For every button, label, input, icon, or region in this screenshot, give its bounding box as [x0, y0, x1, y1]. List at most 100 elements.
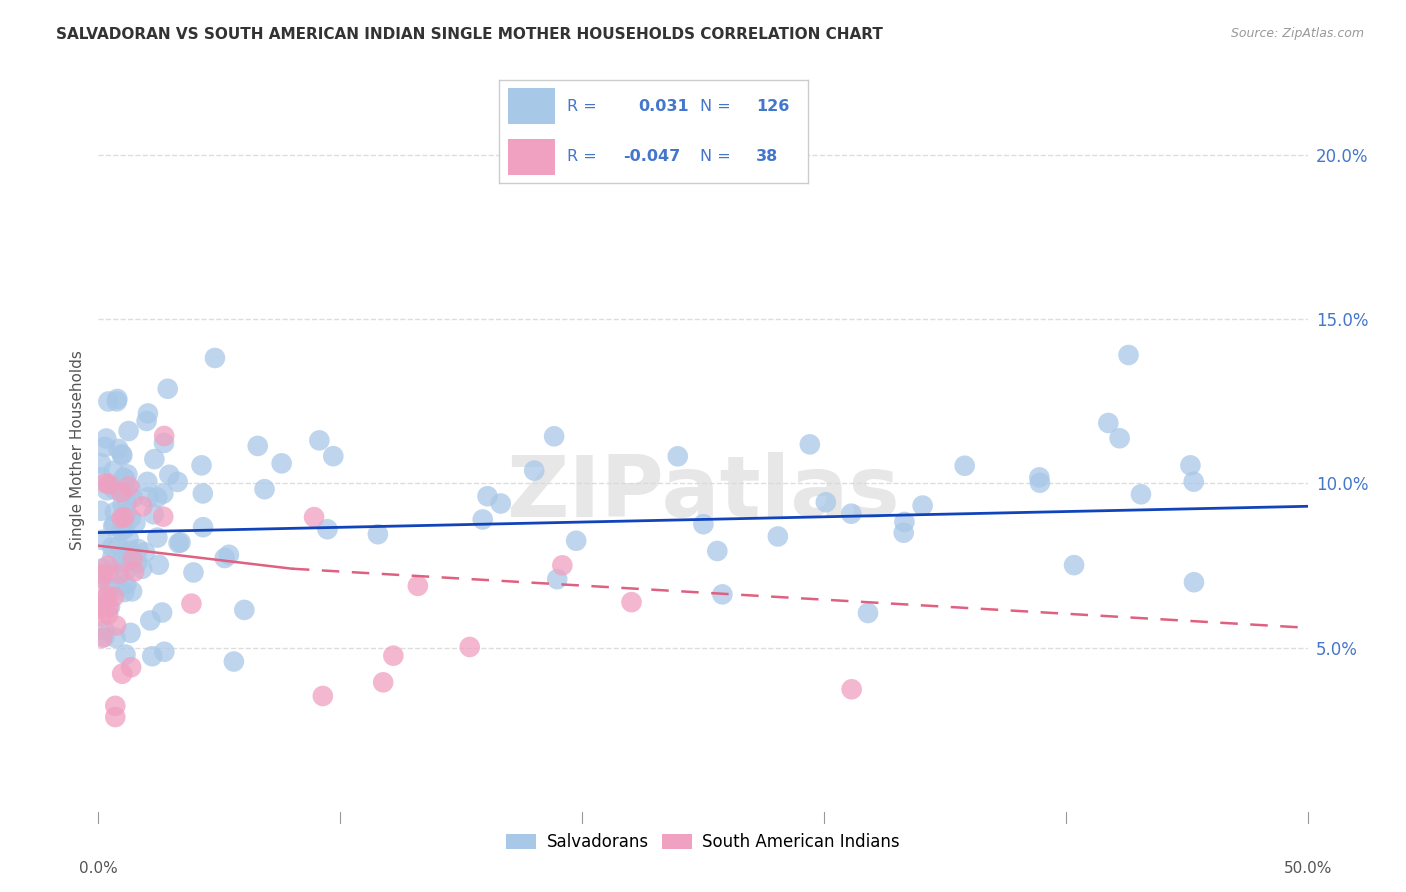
- Point: [98, 599, 121, 614]
- Point: [111, 556, 134, 570]
- Point: [551, 558, 574, 573]
- Point: [107, 442, 129, 456]
- Point: [233, 603, 256, 617]
- Point: [1130, 487, 1153, 501]
- Point: [316, 522, 339, 536]
- Point: [93, 566, 115, 581]
- Point: [477, 489, 499, 503]
- Point: [620, 595, 643, 609]
- Point: [104, 631, 127, 645]
- Point: [117, 550, 139, 565]
- Point: [93, 623, 115, 637]
- Point: [117, 467, 139, 482]
- Point: [489, 496, 512, 510]
- Point: [97, 607, 120, 622]
- Point: [183, 566, 205, 580]
- Point: [121, 552, 143, 566]
- Point: [706, 544, 728, 558]
- Point: [382, 648, 405, 663]
- Point: [153, 645, 176, 659]
- Point: [94, 476, 117, 491]
- Point: [138, 490, 160, 504]
- Point: [458, 640, 481, 654]
- Point: [114, 522, 136, 536]
- Point: [101, 540, 124, 554]
- Point: [111, 448, 134, 462]
- Point: [841, 682, 863, 697]
- Point: [543, 429, 565, 443]
- Point: [1118, 348, 1140, 362]
- Point: [1180, 458, 1202, 473]
- Point: [90, 456, 112, 470]
- Bar: [509, 88, 555, 124]
- Point: [114, 565, 136, 579]
- Point: [839, 507, 862, 521]
- Point: [111, 498, 134, 512]
- Point: [127, 556, 149, 570]
- Point: [98, 581, 121, 595]
- Point: [1108, 431, 1130, 445]
- Point: [90, 609, 112, 624]
- Text: ZIPatlas: ZIPatlas: [506, 452, 900, 535]
- Point: [312, 689, 335, 703]
- Text: 126: 126: [756, 99, 789, 114]
- Point: [1029, 475, 1052, 490]
- Point: [97, 567, 120, 582]
- Point: [122, 491, 145, 505]
- Point: [115, 496, 138, 510]
- Point: [112, 585, 135, 599]
- Point: [814, 495, 837, 509]
- Point: [103, 517, 125, 532]
- Point: [91, 597, 114, 611]
- Point: [117, 424, 139, 438]
- Point: [111, 666, 134, 681]
- Point: [131, 500, 153, 514]
- Point: [1063, 558, 1085, 573]
- Point: [90, 533, 112, 547]
- Point: [893, 515, 915, 529]
- Point: [110, 524, 132, 538]
- Point: [1028, 470, 1050, 484]
- Point: [246, 439, 269, 453]
- Point: [94, 591, 117, 605]
- Point: [253, 482, 276, 496]
- Text: -0.047: -0.047: [623, 149, 681, 164]
- Point: [367, 527, 389, 541]
- Point: [156, 382, 179, 396]
- Point: [97, 600, 120, 615]
- Point: [114, 648, 136, 662]
- Point: [146, 531, 169, 545]
- Point: [114, 483, 136, 498]
- Point: [152, 509, 174, 524]
- Point: [90, 561, 112, 575]
- Point: [103, 590, 125, 604]
- Point: [135, 414, 157, 428]
- Text: 0.0%: 0.0%: [79, 861, 118, 876]
- Point: [1097, 416, 1119, 430]
- Point: [112, 510, 135, 524]
- Point: [103, 464, 125, 478]
- Point: [108, 478, 131, 492]
- Point: [97, 394, 120, 409]
- Point: [546, 572, 568, 586]
- Point: [204, 351, 226, 365]
- Point: [308, 434, 330, 448]
- Point: [120, 511, 142, 525]
- Text: Source: ZipAtlas.com: Source: ZipAtlas.com: [1230, 27, 1364, 40]
- Point: [93, 630, 115, 644]
- Point: [105, 392, 128, 406]
- Text: N =: N =: [700, 99, 731, 114]
- Point: [115, 507, 138, 521]
- Point: [565, 533, 588, 548]
- Point: [153, 429, 176, 443]
- Point: [142, 508, 165, 522]
- Text: 50.0%: 50.0%: [1284, 861, 1331, 876]
- Point: [471, 512, 494, 526]
- Point: [103, 519, 125, 533]
- Point: [104, 698, 127, 713]
- Text: N =: N =: [700, 149, 731, 164]
- Point: [121, 584, 143, 599]
- Point: [911, 499, 934, 513]
- Legend: Salvadorans, South American Indians: Salvadorans, South American Indians: [499, 826, 907, 857]
- Y-axis label: Single Mother Households: Single Mother Households: [69, 351, 84, 550]
